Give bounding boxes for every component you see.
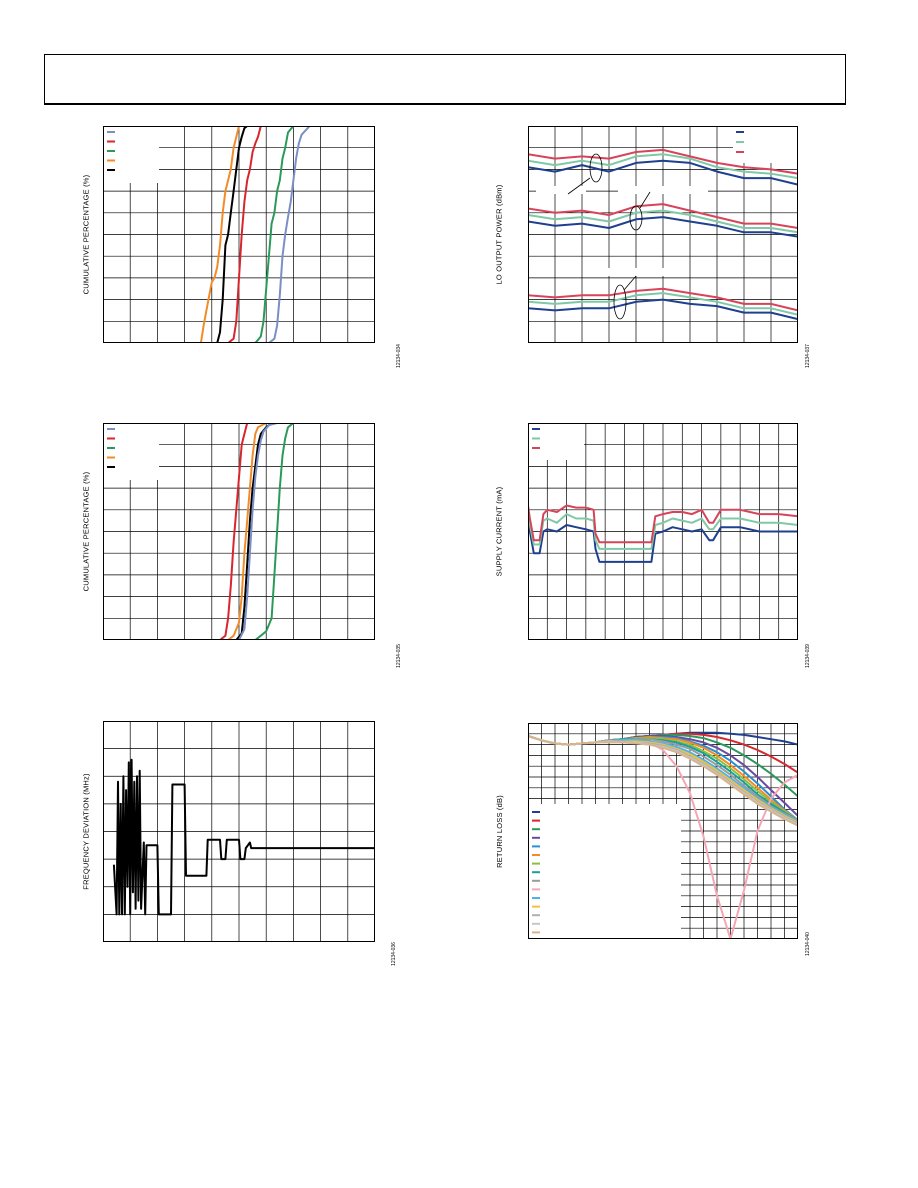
series-line <box>112 758 375 916</box>
series-line <box>103 126 375 343</box>
figure-code: 12134-037 <box>804 344 811 368</box>
series-line <box>528 203 798 229</box>
y-axis-label: LO OUTPUT POWER (dBm) <box>494 184 504 285</box>
chart-c4-plot <box>528 423 798 640</box>
legend-box <box>529 804 681 938</box>
chart-c3-svg <box>103 423 375 640</box>
chart-c6-svg <box>528 723 798 939</box>
chart-c5-plot <box>103 721 375 942</box>
y-axis-label: FREQUENCY DEVIATION (MHz) <box>81 773 91 890</box>
y-axis-label: SUPPLY CURRENT (mA) <box>494 486 504 577</box>
series-line <box>528 216 798 238</box>
figure-code: 12134-039 <box>804 644 811 668</box>
chart-c6-plot <box>528 723 798 939</box>
series-line <box>528 153 798 180</box>
series-line <box>103 423 375 640</box>
series-line <box>103 126 375 343</box>
annotation-leader <box>639 191 651 209</box>
chart-c1-plot <box>103 126 375 343</box>
series-line <box>528 735 798 827</box>
y-axis-label: CUMULATIVE PERCENTAGE (%) <box>81 471 91 592</box>
page-header <box>44 54 846 104</box>
legend-box <box>104 424 159 480</box>
annotation-label-box <box>618 186 708 194</box>
y-axis-label: CUMULATIVE PERCENTAGE (%) <box>81 174 91 295</box>
chart-c3-plot <box>103 423 375 640</box>
y-axis-label: RETURN LOSS (dB) <box>494 794 504 868</box>
annotation-label-box <box>606 268 684 276</box>
series-line <box>528 148 798 175</box>
annotation-ellipse <box>589 153 603 183</box>
chart-c2-plot <box>528 126 798 343</box>
series-line <box>528 520 798 563</box>
figure-code: 12134-035 <box>395 644 402 668</box>
series-line <box>528 298 798 321</box>
legend-box <box>104 127 159 183</box>
chart-c1-svg <box>103 126 375 343</box>
annotation-label-box <box>536 186 586 194</box>
series-line <box>103 423 375 640</box>
figure-code: 12134-036 <box>390 942 397 966</box>
annotation-ellipse <box>613 284 627 320</box>
annotation-leader <box>623 275 637 291</box>
series-line <box>528 511 798 550</box>
series-line <box>528 287 798 312</box>
series-line <box>528 159 798 186</box>
chart-c5-svg <box>103 721 375 942</box>
header-rule <box>44 103 846 105</box>
chart-c2-svg <box>528 126 798 343</box>
series-line <box>528 292 798 316</box>
series-line <box>103 126 375 343</box>
series-line <box>528 209 798 234</box>
series-line <box>103 126 375 343</box>
series-line <box>103 423 375 640</box>
figure-code: 12134-040 <box>804 932 811 956</box>
figure-code: 12134-034 <box>395 344 402 368</box>
chart-c4-svg <box>528 423 798 640</box>
series-line <box>528 504 798 544</box>
annotation-leader <box>567 177 591 195</box>
annotation-ellipse <box>629 205 643 231</box>
